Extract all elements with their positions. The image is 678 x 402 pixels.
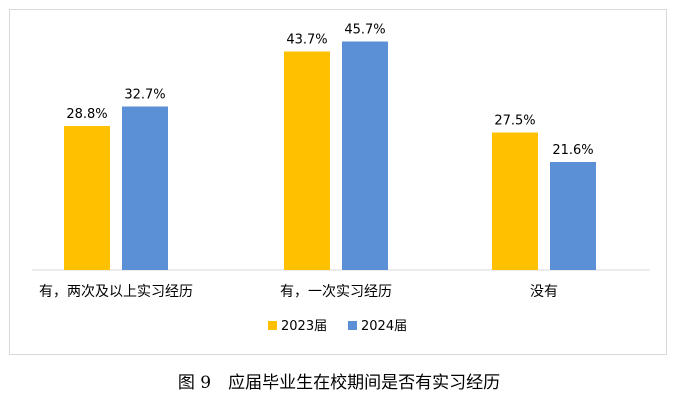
data-label: 43.7%	[286, 33, 327, 48]
bar-y2024-cat1	[122, 106, 168, 270]
bar-y2023-cat3	[492, 132, 538, 270]
data-label: 21.6%	[552, 143, 593, 158]
legend-label: 2023届	[281, 319, 327, 334]
data-label: 32.7%	[124, 88, 165, 103]
category-label: 有，两次及以上实习经历	[39, 284, 193, 300]
bar-y2023-cat2	[284, 51, 330, 270]
legend-label: 2024届	[361, 319, 407, 334]
category-label: 没有	[530, 284, 558, 300]
data-label: 28.8%	[66, 107, 107, 122]
bar-chart: 28.8% 43.7% 27.5% 32.7% 45.7% 21.6% 有，两次及以上实习经…	[32, 23, 650, 334]
figure-caption: 图 9 应届毕业生在校期间是否有实习经历	[177, 373, 501, 393]
bar-y2023-cat1	[64, 126, 110, 270]
data-label: 27.5%	[494, 114, 535, 129]
bar-y2024-cat3	[550, 162, 596, 270]
category-label: 有，一次实习经历	[280, 284, 392, 300]
legend-swatch-y2024	[348, 321, 357, 330]
bar-y2024-cat2	[342, 41, 388, 270]
legend-swatch-y2023	[268, 321, 277, 330]
chart-frame: 28.8% 43.7% 27.5% 32.7% 45.7% 21.6% 有，两次及以上实习经…	[9, 9, 667, 355]
data-label: 45.7%	[344, 23, 385, 38]
